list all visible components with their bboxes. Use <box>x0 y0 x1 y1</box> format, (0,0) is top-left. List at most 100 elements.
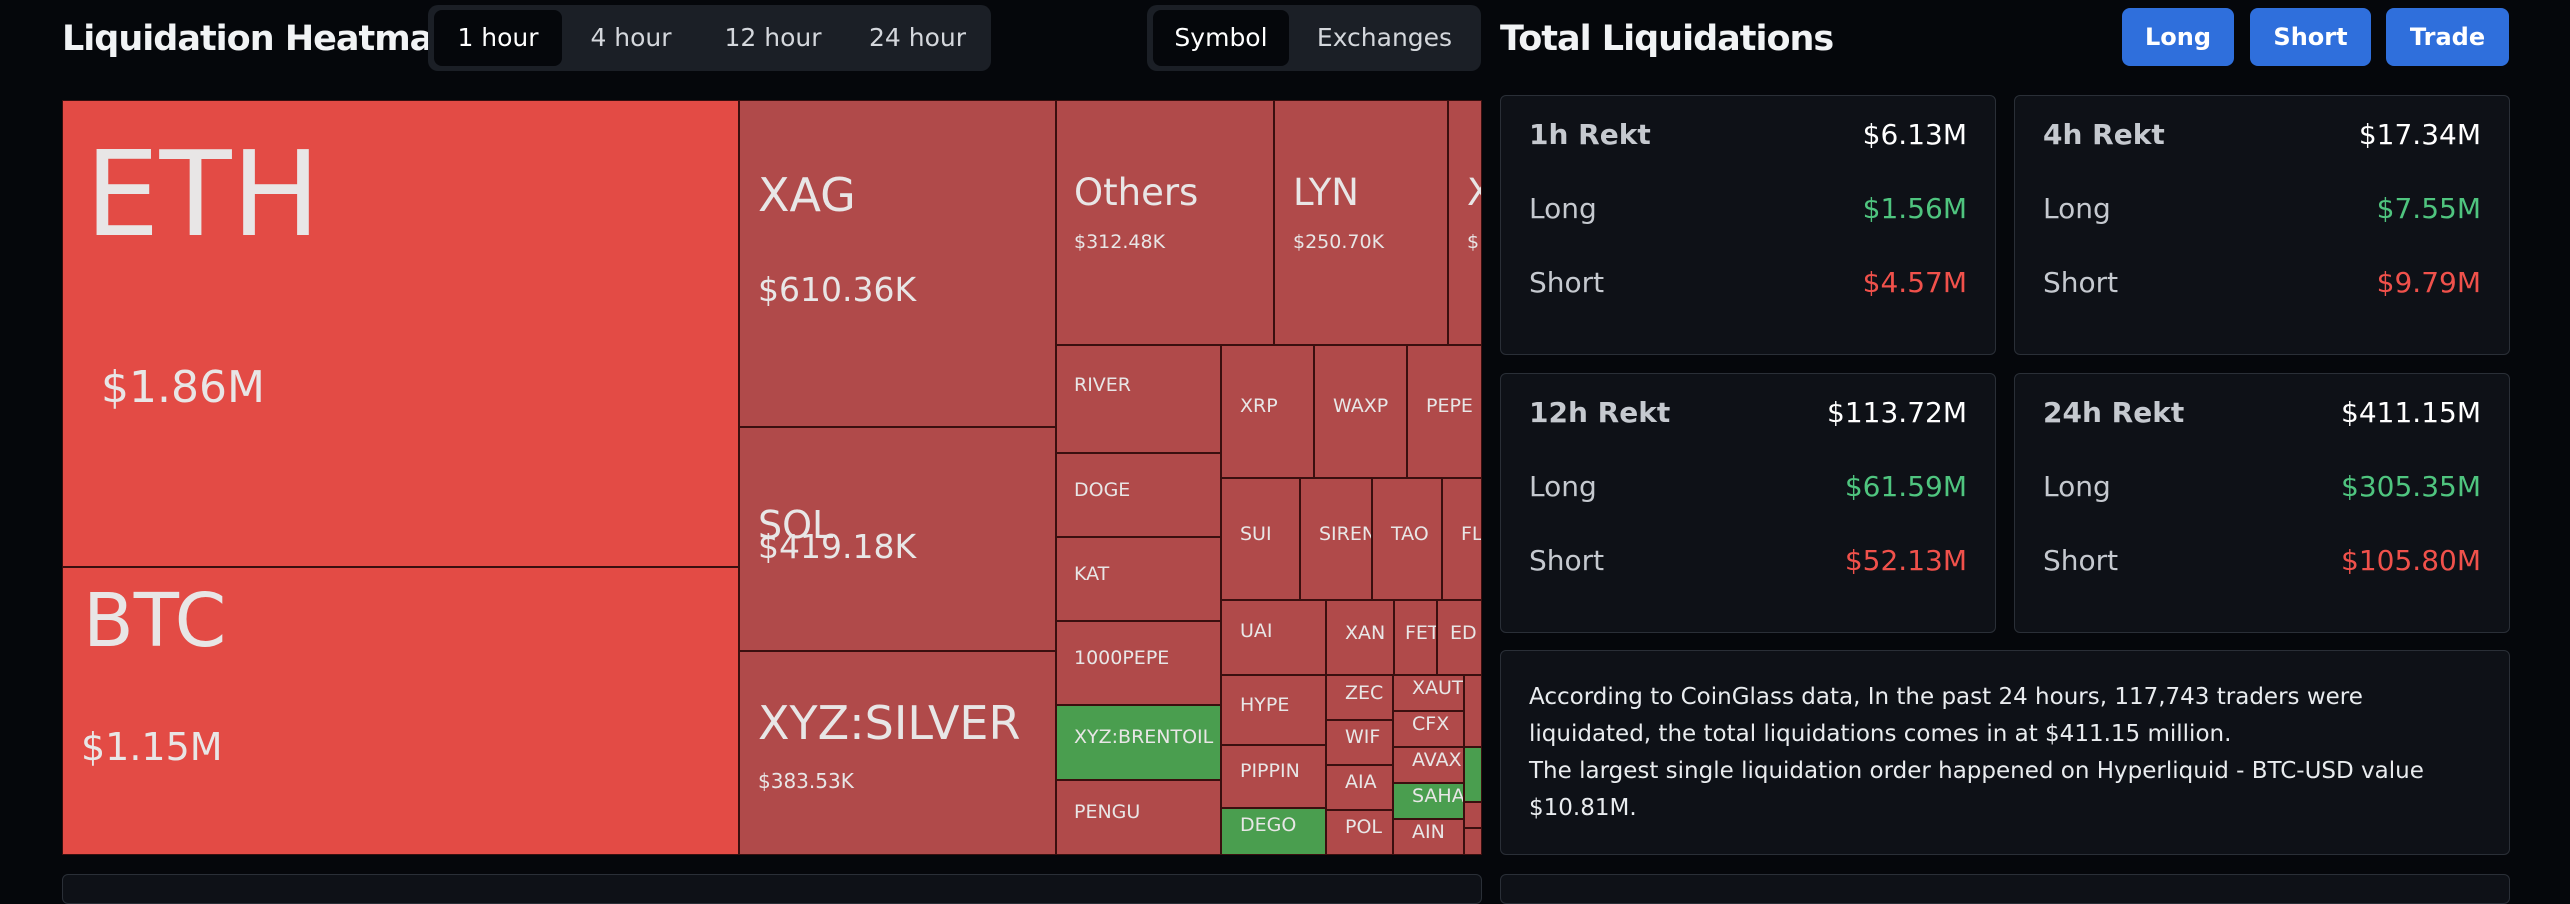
heatmap-cell-symbol: XYZ:SILVER <box>758 696 1021 751</box>
heatmap-cell-siren[interactable]: SIREN <box>1300 478 1372 600</box>
heatmap-cell-xyz-silver[interactable]: XYZ:SILVER $383.53K <box>739 651 1056 855</box>
heatmap-cell-symbol: POL <box>1345 815 1382 838</box>
tab-exchanges[interactable]: Exchanges <box>1316 23 1453 52</box>
heatmap-cell-tao[interactable]: TAO <box>1372 478 1442 600</box>
stat-value: $6.13M <box>1862 118 1967 151</box>
heatmap-cell-xan[interactable]: XAN <box>1326 600 1394 675</box>
heatmap-cell-value: $312.48K <box>1074 230 1166 253</box>
short-button[interactable]: Short <box>2250 8 2371 66</box>
heatmap-cell-symbol: AIA <box>1345 770 1377 793</box>
stat-label: Long <box>2043 192 2111 225</box>
summary-line-2: The largest single liquidation order hap… <box>1529 758 2424 821</box>
heatmap-cell-wif[interactable]: WIF <box>1326 720 1393 765</box>
liquidation-heatmap: ETH $1.86M BTC $1.15M XAG $610.36K SOL $419.18K… <box>62 100 1482 855</box>
heatmap-cell-value: $383.53K <box>758 769 854 793</box>
summary-text: According to CoinGlass data, In the past… <box>1529 679 2489 827</box>
heatmap-cell-symbol: SOL <box>758 502 834 547</box>
stat-value: $9.79M <box>2376 266 2481 299</box>
heatmap-cell-symbol: 1000PEPE <box>1074 646 1170 669</box>
heatmap-cell-xaut[interactable]: XAUT <box>1393 675 1464 711</box>
heatmap-cell-fl[interactable]: FL <box>1442 478 1482 600</box>
heatmap-cell-river[interactable]: RIVER <box>1056 345 1221 453</box>
bottom-panel-left <box>62 874 1482 904</box>
heatmap-cell-avax[interactable]: AVAX <box>1393 747 1464 783</box>
heatmap-cell-symbol: SIREN <box>1319 522 1372 545</box>
heatmap-cell-value: $250.70K <box>1293 230 1385 253</box>
heatmap-cell-ain[interactable]: AIN <box>1393 819 1464 855</box>
heatmap-cell-x[interactable]: X$ <box>1448 100 1482 345</box>
total-liquidations-title: Total Liquidations <box>1500 19 1834 59</box>
heatmap-cell-sui[interactable]: SUI <box>1221 478 1300 600</box>
heatmap-cell-value: $1.15M <box>81 724 223 769</box>
heatmap-cell-pengu[interactable]: PENGU <box>1056 780 1221 855</box>
trade-button[interactable]: Trade <box>2386 8 2509 66</box>
stat-value: $52.13M <box>1844 544 1967 577</box>
group-by-tabs: Symbol Exchanges <box>1147 5 1481 71</box>
tab-24-hour[interactable]: 24 hour <box>868 23 967 52</box>
heatmap-cell-xrp[interactable]: XRP <box>1221 345 1314 478</box>
heatmap-cell-uai[interactable]: UAI <box>1221 600 1326 675</box>
heatmap-cell-doge[interactable]: DOGE <box>1056 453 1221 537</box>
long-button[interactable]: Long <box>2122 8 2234 66</box>
heatmap-cell-pepe[interactable]: PEPE <box>1407 345 1482 478</box>
stat-value: $61.59M <box>1844 470 1967 503</box>
stat-card-12h-rekt: 12h Rekt $113.72M Long $61.59M Short $52.13M <box>1500 373 1996 633</box>
heatmap-cell-unnamed-37[interactable] <box>1464 675 1482 747</box>
heatmap-cell-symbol: PEPE <box>1426 394 1473 417</box>
heatmap-cell-1000pepe[interactable]: 1000PEPE <box>1056 621 1221 705</box>
heatmap-cell-symbol: UAI <box>1240 619 1273 642</box>
stat-card-1h-rekt: 1h Rekt $6.13M Long $1.56M Short $4.57M <box>1500 95 1996 355</box>
heatmap-cell-xyz-brentoil[interactable]: XYZ:BRENTOIL <box>1056 705 1221 780</box>
heatmap-cell-symbol: PENGU <box>1074 800 1141 823</box>
heatmap-cell-symbol: XAG <box>758 168 856 223</box>
stat-label: 12h Rekt <box>1529 396 1671 429</box>
stat-label: 1h Rekt <box>1529 118 1651 151</box>
stat-value: $4.57M <box>1862 266 1967 299</box>
heatmap-cell-xag[interactable]: XAG $610.36K <box>739 100 1056 427</box>
stat-value: $105.80M <box>2341 544 2481 577</box>
heatmap-cell-symbol: DEGO <box>1240 813 1297 836</box>
heatmap-cell-value: $ <box>1467 230 1480 253</box>
tab-12-hour[interactable]: 12 hour <box>724 23 822 52</box>
heatmap-cell-unnamed-39[interactable] <box>1464 802 1482 828</box>
heatmap-cell-symbol: Others <box>1074 171 1199 215</box>
heatmap-cell-symbol: FL <box>1461 522 1482 545</box>
heatmap-cell-unnamed-38[interactable] <box>1464 747 1482 802</box>
heatmap-cell-sol[interactable]: SOL $419.18K <box>739 427 1056 651</box>
heatmap-cell-pol[interactable]: POL <box>1326 810 1393 855</box>
heatmap-cell-others[interactable]: Others $312.48K <box>1056 100 1274 345</box>
heatmap-cell-kat[interactable]: KAT <box>1056 537 1221 621</box>
tab-symbol[interactable]: Symbol <box>1153 10 1289 66</box>
heatmap-cell-symbol: SAHARA <box>1412 784 1464 807</box>
heatmap-cell-eth[interactable]: ETH $1.86M <box>62 100 739 567</box>
heatmap-cell-symbol: X <box>1467 174 1481 211</box>
tab-4-hour[interactable]: 4 hour <box>590 23 672 52</box>
heatmap-cell-zec[interactable]: ZEC <box>1326 675 1393 720</box>
heatmap-cell-waxp[interactable]: WAXP <box>1314 345 1407 478</box>
heatmap-cell-symbol: AIN <box>1412 820 1445 843</box>
heatmap-cell-cfx[interactable]: CFX <box>1393 711 1464 747</box>
heatmap-cell-symbol: KAT <box>1074 562 1110 585</box>
heatmap-cell-symbol: FET <box>1405 621 1437 644</box>
heatmap-cell-value: $610.36K <box>758 269 917 309</box>
heatmap-cell-unnamed-40[interactable] <box>1464 828 1482 855</box>
heatmap-cell-dego[interactable]: DEGO <box>1221 808 1326 855</box>
heatmap-cell-symbol: DOGE <box>1074 478 1131 501</box>
heatmap-cell-btc[interactable]: BTC $1.15M <box>62 567 739 855</box>
heatmap-cell-sahara[interactable]: SAHARA <box>1393 783 1464 819</box>
heatmap-cell-symbol: LYN <box>1293 171 1359 215</box>
heatmap-title: Liquidation Heatmap <box>62 19 457 59</box>
time-range-tabs: 1 hour 4 hour 12 hour 24 hour <box>428 5 991 71</box>
heatmap-cell-pippin[interactable]: PIPPIN <box>1221 745 1326 808</box>
heatmap-cell-hype[interactable]: HYPE <box>1221 675 1326 745</box>
heatmap-cell-fet[interactable]: FET <box>1394 600 1437 675</box>
heatmap-cell-symbol: XAUT <box>1412 676 1464 699</box>
stat-label: Short <box>2043 266 2119 299</box>
tab-1-hour[interactable]: 1 hour <box>434 10 562 66</box>
heatmap-cell-aia[interactable]: AIA <box>1326 765 1393 810</box>
heatmap-cell-lyn[interactable]: LYN $250.70K <box>1274 100 1448 345</box>
heatmap-cell-ed[interactable]: ED <box>1437 600 1482 675</box>
stat-label: Short <box>1529 544 1605 577</box>
heatmap-cell-symbol: TAO <box>1391 522 1429 545</box>
summary-line-1: According to CoinGlass data, In the past… <box>1529 684 2363 747</box>
